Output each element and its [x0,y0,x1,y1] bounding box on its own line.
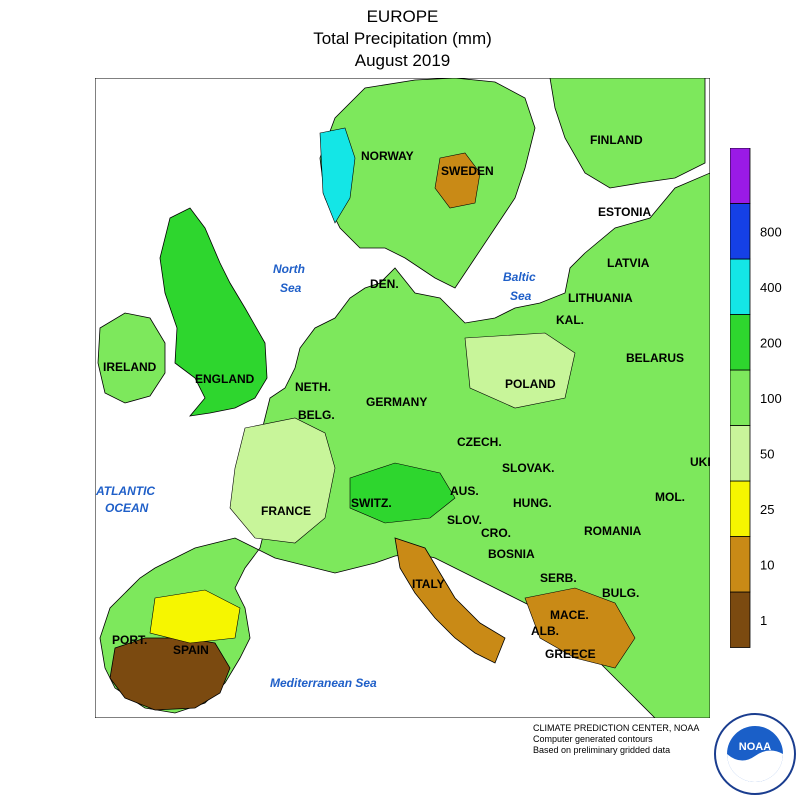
label-slovak: SLOVAK. [502,461,554,475]
legend-label: 1 [760,613,767,628]
label-greece: GREECE [545,647,596,661]
legend-label: 25 [760,502,774,517]
label-kal: KAL. [556,313,584,327]
label-ukr: UKR. [690,455,710,469]
label-baltic-sea-2: Sea [510,289,532,303]
label-atlantic-1: ATLANTIC [95,484,155,498]
legend-bin [730,258,751,315]
wet-alps [349,462,456,524]
label-serb: SERB. [540,571,577,585]
title-period: August 2019 [354,51,451,70]
legend-color-bins [730,148,751,648]
label-czech: CZECH. [457,435,502,449]
land-britain [159,207,268,417]
map-title: EUROPE Total Precipitation (mm) August 2… [95,6,710,72]
label-france: FRANCE [261,504,311,518]
label-mediterranean: Mediterranean Sea [270,676,377,690]
credit-data: Based on preliminary gridded data [533,745,671,755]
label-bulg: BULG. [602,586,639,600]
label-romania: ROMANIA [584,524,642,538]
land-finland [549,78,706,189]
title-region: EUROPE [366,7,439,26]
label-spain: SPAIN [173,643,209,657]
label-cro: CRO. [481,526,511,540]
label-aus: AUS. [450,484,479,498]
legend-bin [730,480,751,537]
label-alb: ALB. [531,624,559,638]
label-north-sea-2: Sea [280,281,302,295]
label-lithuania: LITHUANIA [568,291,633,305]
label-switz: SWITZ. [351,496,392,510]
label-den: DEN. [370,277,399,291]
legend-bin [730,314,751,371]
precipitation-legend: 1 10 25 50 100 200 400 800 [730,148,782,648]
legend-bin [730,203,751,260]
land-scandinavia [319,78,536,289]
label-finland: FINLAND [590,133,643,147]
legend-bin [730,591,751,648]
land-italy [394,537,506,664]
precipitation-map: NORWAY SWEDEN FINLAND ESTONIA LATVIA LIT… [95,78,710,718]
label-norway: NORWAY [361,149,414,163]
dry-patch-spain [149,589,241,644]
label-neth: NETH. [295,380,331,394]
wet-norway-coast [319,127,356,224]
credit-method: Computer generated contours [533,734,653,744]
label-belg: BELG. [298,408,335,422]
dry-patch-balkans [524,587,636,669]
legend-label: 100 [760,391,782,406]
label-ireland: IRELAND [103,360,157,374]
label-sweden: SWEDEN [441,164,494,178]
label-hung: HUNG. [513,496,552,510]
label-belarus: BELARUS [626,351,684,365]
legend-labels: 1 10 25 50 100 200 400 800 [760,224,782,628]
label-port: PORT. [112,633,147,647]
label-slov: SLOV. [447,513,482,527]
land-ireland [97,312,166,404]
label-bosnia: BOSNIA [488,547,535,561]
legend-label: 50 [760,446,774,461]
label-latvia: LATVIA [607,256,650,270]
label-mol: MOL. [655,490,685,504]
legend-bin [730,148,751,204]
label-poland: POLAND [505,377,556,391]
legend-bin [730,425,751,482]
credits: CLIMATE PREDICTION CENTER, NOAA Computer… [533,723,699,756]
moderate-poland [464,332,576,409]
label-germany: GERMANY [366,395,427,409]
noaa-logo-text: NOAA [739,741,771,753]
dry-patch-sweden [434,152,481,209]
label-estonia: ESTONIA [598,205,651,219]
legend-bin [730,369,751,426]
legend-bin [730,536,751,593]
legend-label: 800 [760,224,782,239]
label-italy: ITALY [412,577,445,591]
label-baltic-sea-1: Baltic [503,270,536,284]
legend-label: 400 [760,280,782,295]
label-north-sea-1: North [273,262,305,276]
label-atlantic-2: OCEAN [105,501,149,515]
noaa-logo: NOAA [714,713,796,795]
title-variable: Total Precipitation (mm) [313,29,492,48]
label-england: ENGLAND [195,372,255,386]
credit-source: CLIMATE PREDICTION CENTER, NOAA [533,723,700,733]
legend-label: 200 [760,335,782,350]
label-mace: MACE. [550,608,589,622]
legend-label: 10 [760,557,774,572]
moderate-france [229,417,336,544]
